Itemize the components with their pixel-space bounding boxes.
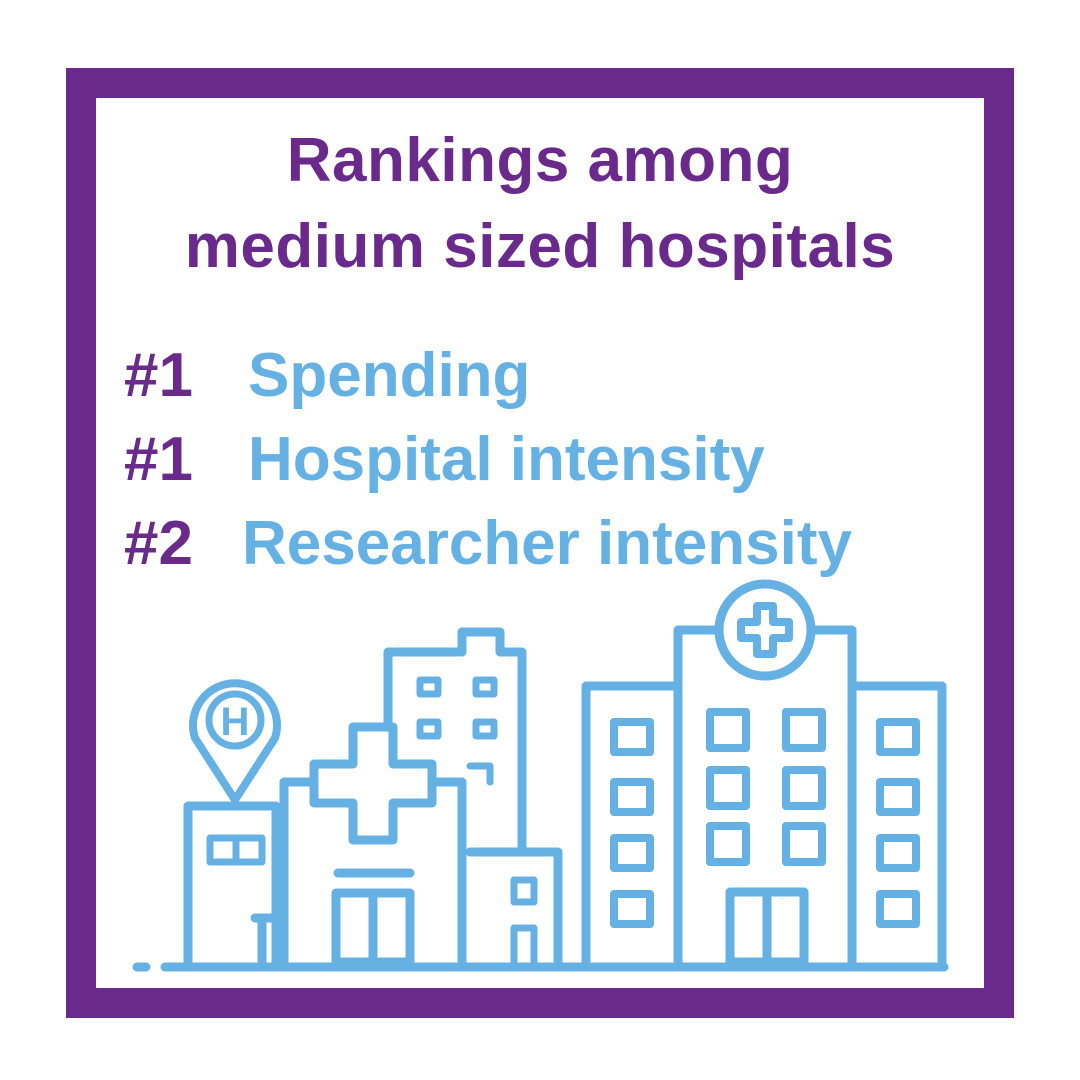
medical-cross-icon <box>309 722 437 845</box>
rankings-list: #1 Spending #1 Hospital intensity #2 Res… <box>124 334 852 586</box>
medical-cross-icon <box>737 602 793 658</box>
rank-number: #1 <box>124 341 193 410</box>
rank-label: Spending <box>248 341 531 410</box>
pin-letter: H <box>221 700 250 744</box>
middle-tower <box>383 627 527 857</box>
ranking-item: #1 Spending <box>124 334 852 418</box>
page-title: Rankings among medium sized hospitals <box>0 118 1080 290</box>
annex-building <box>465 847 563 967</box>
left-building <box>183 801 281 967</box>
hospital-pin-icon: H <box>189 679 281 804</box>
main-hospital <box>581 579 947 967</box>
ranking-item: #2 Researcher intensity <box>124 502 852 586</box>
title-line-1: Rankings among <box>286 126 794 195</box>
rank-label: Researcher intensity <box>242 509 852 578</box>
rank-number: #2 <box>124 509 193 578</box>
cross-building <box>279 722 467 967</box>
rank-number: #1 <box>124 425 193 494</box>
title-line-2: medium sized hospitals <box>184 212 896 281</box>
ranking-item: #1 Hospital intensity <box>124 418 852 502</box>
rank-label: Hospital intensity <box>248 425 765 494</box>
